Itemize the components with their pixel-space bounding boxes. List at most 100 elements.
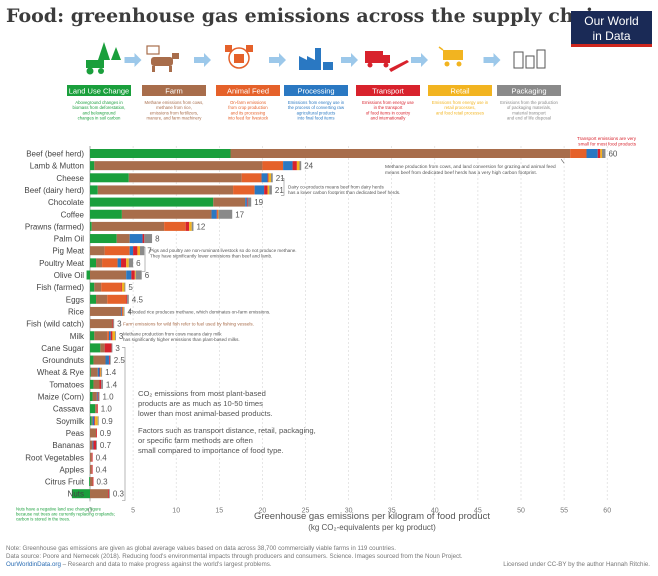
bar-segment-farm (94, 282, 102, 292)
barn-outline (146, 45, 160, 55)
bar-segment-packaging (144, 234, 153, 244)
bar-segment-farm (90, 440, 93, 450)
bar-segment-farm (100, 343, 105, 353)
category-label: Nuts (68, 490, 84, 499)
x-tick-label: 20 (259, 507, 267, 514)
bar-segment-packaging (299, 161, 302, 171)
category-label: Cassava (53, 405, 85, 414)
factory-shape (299, 48, 321, 70)
bar-segment-retail (134, 270, 136, 280)
total-label: 0.3 (96, 478, 108, 487)
cow-leg (169, 66, 172, 72)
bar-segment-land-use-change (90, 331, 95, 341)
tractor-body (86, 60, 104, 68)
category-label: Poultry Meat (39, 259, 85, 268)
stage-arrow (341, 53, 358, 67)
bar-segment-farm (93, 379, 100, 389)
stage-farm: Farm Methane emissions from cows,methane … (142, 45, 206, 121)
bar-segment-transport (121, 282, 122, 292)
total-label: 4.5 (132, 295, 144, 304)
bar-segment-farm (230, 149, 571, 158)
bar-segment-processing (117, 258, 122, 268)
total-label: 21 (275, 186, 284, 195)
cart-basket (443, 50, 463, 60)
bar-segment-land-use-change (71, 489, 90, 499)
category-label: Fish (farmed) (36, 283, 84, 292)
bar-segment-packaging (123, 306, 125, 316)
bar-row (90, 416, 99, 426)
bar-segment-land-use-change (90, 416, 92, 426)
bar-segment-animal-feed (164, 221, 186, 231)
bar-segment-farm (93, 355, 106, 365)
bar-segment-farm (91, 416, 93, 426)
bar-row (90, 355, 111, 365)
cow-body (151, 57, 173, 66)
milk-note: Methane production from cows means dairy… (123, 331, 222, 336)
bar-segment-packaging (269, 185, 272, 195)
total-label: 0.4 (96, 453, 108, 462)
total-label: 1.0 (102, 393, 114, 402)
feed-box (246, 45, 253, 52)
total-label: 3 (119, 332, 124, 341)
stage-description: changes in soil carbon (78, 116, 121, 121)
bar-segment-land-use-change (90, 379, 94, 389)
bar-segment-packaging (101, 379, 103, 389)
bar-segment-transport (93, 440, 97, 450)
bar-segment-farm (91, 221, 165, 231)
bar-segment-retail (600, 149, 603, 158)
nuts-note: Nuts have a negative land use change fig… (16, 506, 102, 511)
total-label: 5 (128, 283, 133, 292)
stage-description: into feed for livestock (228, 116, 269, 121)
cow-leg (152, 66, 155, 72)
bar-segment-processing (121, 306, 122, 316)
bar-row (90, 452, 93, 462)
owid-site-link[interactable]: OurWorldinData.org (6, 561, 61, 568)
bar-row (90, 258, 134, 268)
stage-label: Transport (372, 87, 405, 96)
footer-source: Data source: Poore and Nemecek (2018). R… (6, 553, 463, 560)
stage-description: and food retail processes (436, 110, 484, 115)
total-label: 0.4 (96, 465, 108, 474)
total-label: 1.4 (105, 368, 117, 377)
bar-segment-land-use-change (90, 282, 95, 292)
bar-segment-retail (137, 246, 140, 256)
bar-row (89, 477, 94, 487)
bar-segment-farm (97, 185, 234, 195)
category-label: Peas (66, 429, 84, 438)
bar-segment-farm (90, 464, 92, 474)
total-label: 3 (117, 320, 122, 329)
stage-label: Animal Feed (227, 87, 269, 96)
total-label: 4 (127, 307, 132, 316)
stage-description: and belowground (83, 110, 117, 115)
bar-segment-retail (126, 258, 129, 268)
bar-segment-transport (96, 428, 97, 438)
bar-segment-animal-feed (104, 246, 130, 256)
stage-label-box (284, 85, 348, 96)
category-label: Coffee (61, 210, 85, 219)
bar-segment-packaging (135, 270, 142, 280)
bar-segment-land-use-change (90, 185, 98, 195)
bar-segment-farm (90, 452, 92, 462)
category-label: Apples (60, 465, 84, 474)
pig-note: Pigs and poultry are non-ruminant livest… (150, 248, 297, 253)
bar-row (86, 270, 142, 280)
total-label: 3 (115, 344, 120, 353)
bar-segment-processing (126, 270, 132, 280)
category-label: Beef (beef herd) (26, 150, 84, 159)
bar-segment-packaging (98, 392, 100, 401)
stage-description: and internationally (371, 116, 407, 121)
bar-segment-land-use-change (90, 221, 92, 231)
stage-arrow (483, 53, 501, 67)
bar-segment-land-use-change (90, 173, 129, 183)
bar-segment-transport (246, 197, 248, 207)
stage-description: and its processing (231, 110, 266, 115)
total-labels: 60242121191712876654.543332.51.41.41.01.… (96, 150, 618, 499)
bar-segment-land-use-change (90, 234, 117, 244)
bar-segment-processing (92, 416, 95, 426)
owid-logo[interactable]: Our World in Data (571, 11, 652, 47)
footer-tagline: – Research and data to make progress aga… (60, 561, 272, 568)
stage-description: into final food items (297, 116, 334, 121)
bar-row (90, 319, 115, 329)
bar-segment-processing (129, 234, 143, 244)
bar-segment-transport (292, 161, 297, 171)
